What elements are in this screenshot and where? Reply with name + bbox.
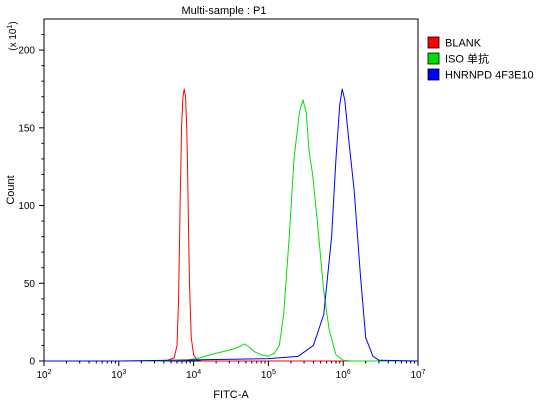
y-axis-multiplier: (x 101) [7,21,19,50]
y-tick-label: 50 [24,279,36,290]
legend-swatch [427,52,440,65]
series-layer [44,88,419,362]
legend-label: BLANK [445,38,482,50]
legend-swatch [427,36,440,49]
series-line-3 [44,88,419,362]
x-axis-ticks: 102 103 104 105 106 107 [36,361,426,381]
plot-area: 102 103 104 105 106 107 0 50 100 150 200 [18,18,426,381]
y-tick-label: 0 [29,357,35,368]
x-tick-label: 106 [336,369,351,381]
x-tick-label: 104 [186,369,201,381]
x-tick-label: 102 [36,369,51,381]
plot-frame [43,18,419,362]
y-axis-ticks: 0 50 100 150 200 [18,34,44,368]
legend-label: HNRNPD 4F3E10 [445,70,534,82]
y-tick-label: 100 [18,201,35,212]
y-axis-label: Count [5,175,17,204]
x-tick-label: 107 [410,369,425,381]
series-line-1 [44,88,418,362]
y-tick-label: 200 [18,46,35,57]
legend: BLANK ISO 单抗 HNRNPD 4F3E10 [427,36,534,82]
legend-swatch [427,68,440,81]
y-tick-label: 150 [18,123,35,134]
x-axis-label: FITC-A [213,389,249,401]
chart-title: Multi-sample : P1 [182,5,267,17]
legend-label: ISO 单抗 [445,52,489,66]
series-line-2 [44,99,418,362]
x-tick-label: 105 [261,369,276,381]
x-tick-label: 103 [111,369,126,381]
